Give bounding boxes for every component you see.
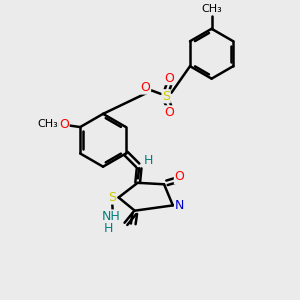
Text: O: O (174, 170, 184, 183)
Text: O: O (164, 72, 174, 85)
Text: CH₃: CH₃ (201, 4, 222, 14)
Text: O: O (141, 81, 151, 94)
Text: CH₃: CH₃ (38, 119, 58, 129)
Text: H: H (104, 222, 114, 236)
Text: O: O (59, 118, 69, 130)
Text: NH: NH (102, 210, 121, 223)
Text: N: N (175, 199, 184, 212)
Text: H: H (144, 154, 153, 167)
Text: S: S (108, 191, 116, 204)
Text: S: S (162, 90, 170, 103)
Text: O: O (164, 106, 174, 119)
